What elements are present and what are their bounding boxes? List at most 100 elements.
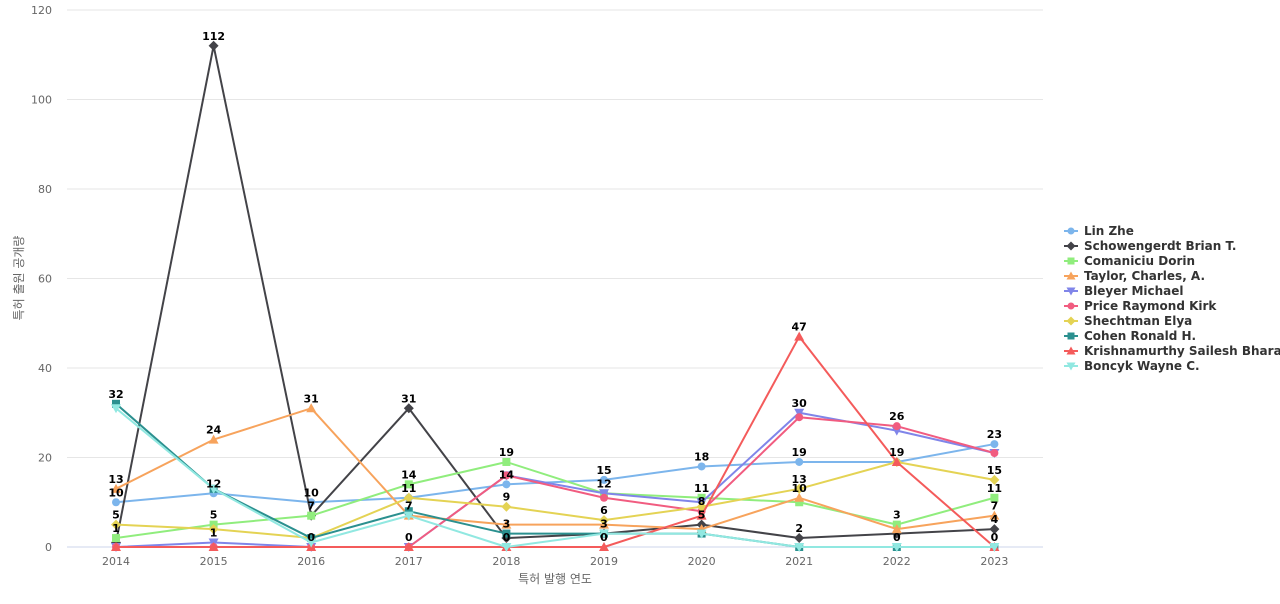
data-point[interactable] [892,422,901,431]
data-point[interactable] [696,529,707,539]
data-point[interactable] [307,534,316,543]
data-point[interactable] [306,538,317,548]
data-point[interactable] [208,434,219,444]
data-labels: 3213105111224125131107031141170191493015… [108,30,1002,544]
data-point[interactable] [208,484,219,494]
data-point[interactable] [501,543,512,552]
data-point[interactable] [990,493,999,502]
data-point[interactable] [891,543,902,552]
series-line[interactable] [115,443,995,504]
data-point[interactable] [306,403,317,413]
legend-item[interactable]: Cohen Ronald H. [1064,329,1196,343]
data-point[interactable] [111,519,121,530]
series-line[interactable] [115,407,995,531]
legend-marker [1066,316,1076,326]
data-point[interactable] [794,543,805,552]
data-point[interactable] [501,501,512,512]
data-point[interactable] [990,449,999,458]
data-point[interactable] [502,480,511,489]
gridlines [67,9,1043,548]
data-point[interactable] [697,462,706,471]
legend-label: Bleyer Michael [1084,284,1184,298]
data-point[interactable] [794,533,805,544]
data-point[interactable] [403,403,414,414]
legend-marker [1067,302,1075,310]
legend-label: Taylor, Charles, A. [1084,269,1205,283]
y-tick-label: 120 [31,4,52,17]
legend-item[interactable]: Bleyer Michael [1064,284,1184,298]
data-point[interactable] [403,542,414,551]
data-point[interactable] [989,510,1000,520]
series-line[interactable] [115,460,995,540]
legend-item[interactable]: Shechtman Elya [1064,314,1192,328]
series-line[interactable] [115,44,995,543]
legend-item[interactable]: Schowengerdt Brian T. [1064,239,1236,253]
data-point[interactable] [697,493,706,502]
data-point[interactable] [112,399,120,408]
data-point[interactable] [403,492,414,503]
data-point[interactable] [891,524,902,534]
data-point[interactable] [794,331,805,341]
legend-item[interactable]: Price Raymond Kirk [1064,299,1217,313]
x-tick-label: 2020 [688,555,716,568]
data-point[interactable] [599,529,609,539]
data-point[interactable] [989,524,1000,535]
data-point[interactable] [404,507,413,516]
data-point[interactable] [208,524,219,535]
x-axis-ticks: 2014 2015 2016 2017 2018 2019 2020 2021 2022 2023 [102,555,1008,568]
data-point[interactable] [208,40,219,51]
data-point[interactable] [599,542,609,551]
data-label: 18 [694,450,709,463]
data-point[interactable] [307,511,316,520]
data-point[interactable] [795,498,804,507]
series-line[interactable] [115,460,995,540]
data-point[interactable] [891,456,902,466]
series-line[interactable] [115,407,995,548]
data-point[interactable] [794,492,805,502]
data-point[interactable] [501,519,512,529]
x-tick-label: 2018 [492,555,520,568]
data-label: 31 [304,392,319,405]
data-point[interactable] [502,471,511,480]
legend-item[interactable]: Taylor, Charles, A. [1064,269,1205,283]
data-point[interactable] [112,498,120,507]
data-label: 32 [108,388,123,401]
data-point[interactable] [502,529,511,538]
data-point[interactable] [404,480,413,489]
data-point[interactable] [989,474,1000,485]
data-point[interactable] [696,510,707,520]
data-point[interactable] [502,457,511,466]
data-point[interactable] [795,457,804,466]
legend-marker [1067,227,1075,235]
data-point[interactable] [403,511,414,521]
legend-item[interactable]: Comaniciu Dorin [1064,254,1195,268]
x-axis-title: 특허 발행 연도 [518,571,592,586]
data-point[interactable] [111,542,121,551]
data-point[interactable] [599,515,609,526]
data-point[interactable] [111,404,121,414]
legend-label: Shechtman Elya [1084,314,1192,328]
data-point[interactable] [989,543,1000,552]
data-point[interactable] [600,475,608,484]
series-line[interactable] [116,335,996,548]
data-point[interactable] [111,483,121,493]
data-label: 6 [600,504,608,517]
series-line[interactable] [115,411,995,548]
data-point[interactable] [112,534,120,543]
data-label: 1 [210,527,218,540]
legend-item[interactable]: Boncyk Wayne C. [1064,359,1200,373]
data-point[interactable] [990,440,999,449]
data-label: 26 [889,410,905,423]
data-point[interactable] [794,483,805,494]
data-point[interactable] [208,542,219,551]
legend-item[interactable]: Krishnamurthy Sailesh Bhara... [1064,344,1280,358]
legend-marker [1067,257,1075,265]
legend-label: Comaniciu Dorin [1084,254,1195,268]
data-label: 1 [112,522,120,535]
series-9 [111,404,1000,552]
data-point[interactable] [795,413,804,422]
data-label: 0 [991,531,999,544]
data-point[interactable] [600,493,608,502]
legend-item[interactable]: Lin Zhe [1064,224,1134,238]
